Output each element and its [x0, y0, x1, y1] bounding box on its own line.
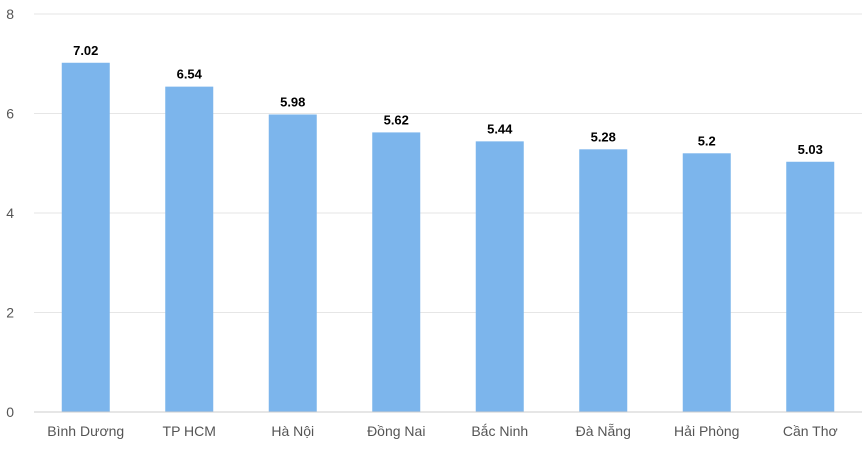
y-tick-label: 6 [6, 106, 14, 122]
bars [61, 62, 835, 413]
y-tick-label: 8 [6, 6, 14, 22]
data-label: 5.03 [798, 142, 823, 157]
x-category-label: Đồng Nai [367, 423, 425, 439]
data-label: 6.54 [177, 67, 203, 82]
data-label: 5.2 [698, 133, 716, 148]
y-tick-label: 4 [6, 205, 14, 221]
x-category-label: Hà Nội [271, 423, 314, 439]
bar [682, 153, 731, 413]
data-labels: 7.02 6.54 5.98 5.62 5.44 5.28 5.2 5.03 [73, 43, 823, 157]
x-category-label: Bắc Ninh [471, 423, 528, 439]
bar [61, 62, 110, 412]
x-category-label: Hải Phòng [674, 423, 739, 439]
gridlines [34, 13, 862, 313]
bar [579, 149, 628, 412]
bar [475, 141, 524, 413]
bar [372, 132, 421, 412]
x-category-label: Bình Dương [47, 423, 124, 439]
bar [786, 161, 835, 412]
bar [165, 86, 214, 412]
x-category-label: Cần Thơ [783, 423, 838, 439]
y-axis-tick-labels: 0 2 4 6 8 [6, 6, 14, 420]
x-axis-category-labels: Bình Dương TP HCM Hà Nội Đồng Nai Bắc Ninh Đà… [47, 423, 837, 439]
y-tick-label: 2 [6, 305, 14, 321]
data-label: 7.02 [73, 43, 98, 58]
bar [268, 114, 317, 413]
y-tick-label: 0 [6, 404, 14, 420]
x-category-label: Đà Nẵng [576, 423, 631, 439]
data-label: 5.62 [384, 112, 409, 127]
x-category-label: TP HCM [163, 423, 216, 439]
data-label: 5.28 [591, 129, 616, 144]
data-label: 5.44 [487, 121, 513, 136]
data-label: 5.98 [280, 94, 305, 109]
